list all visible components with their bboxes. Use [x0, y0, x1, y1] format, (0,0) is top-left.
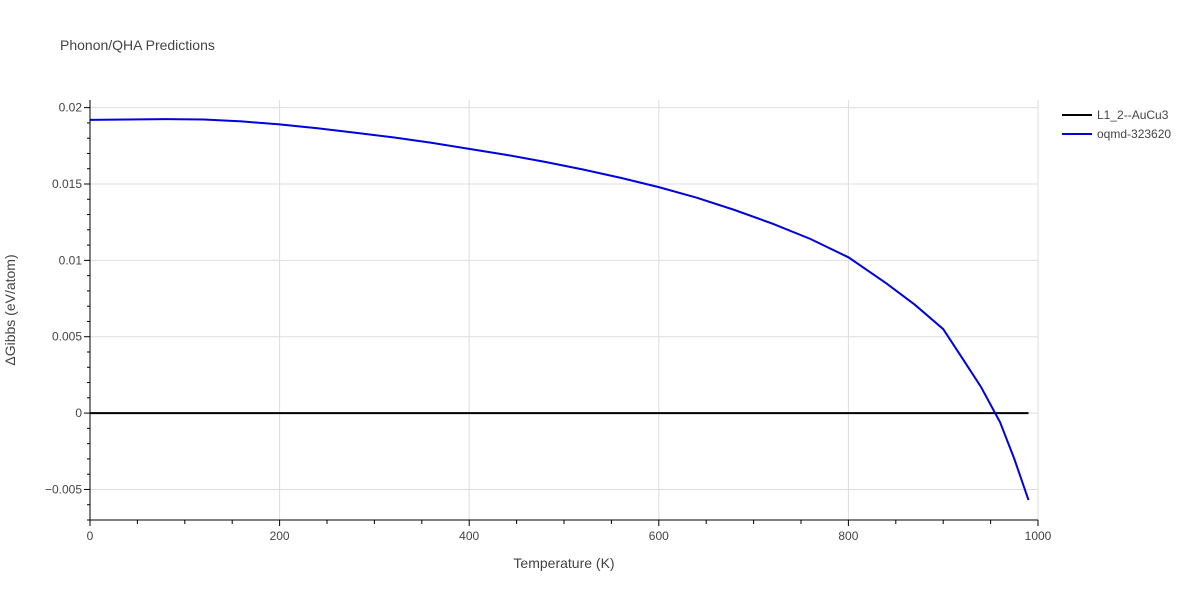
x-tick-label: 800 [838, 529, 858, 543]
chart-title: Phonon/QHA Predictions [60, 37, 215, 53]
y-tick-label: 0.01 [59, 253, 83, 267]
series-layer [89, 118, 1030, 501]
y-tick-label: 0.015 [52, 177, 82, 191]
legend-label: L1_2--AuCu3 [1097, 108, 1169, 122]
x-tick-label: 1000 [1025, 529, 1052, 543]
x-tick-label: 0 [87, 529, 94, 543]
axis-layer: 0 200 400 600 800 1000 −0.005 0 0.005 0.01 0.015 0.… [45, 100, 1052, 543]
x-tick-label: 200 [270, 529, 290, 543]
y-tick-label: 0 [75, 406, 82, 420]
y-tick-label: −0.005 [45, 482, 82, 496]
x-tick-label: 600 [649, 529, 669, 543]
legend: L1_2--AuCu3 oqmd-323620 [1062, 108, 1171, 141]
y-tick-label: 0.02 [59, 101, 83, 115]
x-axis-label: Temperature (K) [513, 555, 614, 571]
series-line-1 [89, 118, 1030, 501]
legend-label: oqmd-323620 [1097, 127, 1171, 141]
y-axis-label: ΔGibbs (eV/atom) [2, 254, 18, 365]
y-tick-label: 0.005 [52, 330, 82, 344]
x-tick-label: 400 [459, 529, 479, 543]
